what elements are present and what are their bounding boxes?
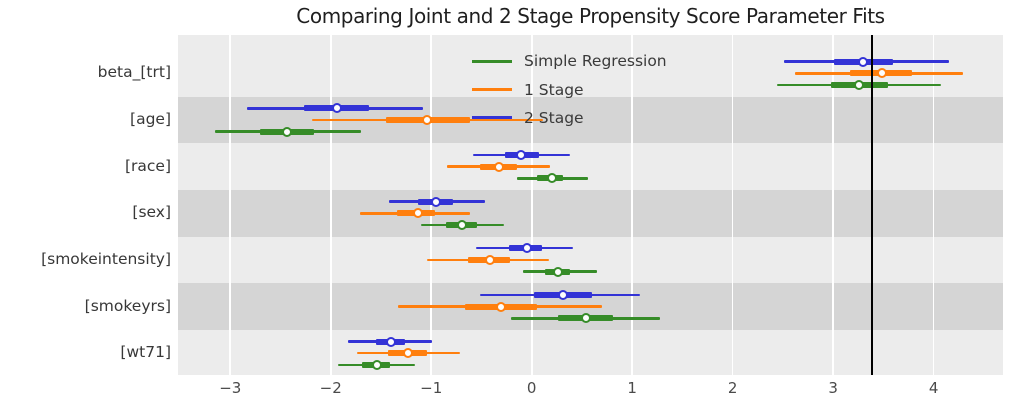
point-estimate-marker bbox=[386, 336, 397, 347]
point-estimate-marker bbox=[493, 161, 504, 172]
row-band bbox=[178, 189, 1003, 237]
legend-line-sample bbox=[472, 116, 512, 120]
y-axis-label: [smokeintensity] bbox=[41, 249, 171, 268]
y-axis-label: [sex] bbox=[132, 203, 171, 222]
y-axis-label: [smokeyrs] bbox=[84, 296, 171, 315]
point-estimate-marker bbox=[877, 68, 888, 79]
legend-label: Simple Regression bbox=[524, 52, 667, 71]
point-estimate-marker bbox=[422, 114, 433, 125]
x-axis-tick-label: −1 bbox=[420, 379, 443, 397]
reference-line bbox=[871, 35, 874, 375]
point-estimate-marker bbox=[580, 313, 591, 324]
point-estimate-marker bbox=[495, 301, 506, 312]
x-axis-tick-label: 3 bbox=[828, 379, 838, 397]
point-estimate-marker bbox=[557, 289, 568, 300]
point-estimate-marker bbox=[552, 266, 563, 277]
y-axis-label: beta_[trt] bbox=[97, 63, 171, 82]
gridline bbox=[329, 35, 332, 375]
gridline bbox=[932, 35, 935, 375]
legend-label: 1 Stage bbox=[524, 80, 584, 99]
legend-line-sample bbox=[472, 59, 512, 63]
plot-area bbox=[178, 35, 1003, 375]
gridline bbox=[832, 35, 834, 375]
point-estimate-marker bbox=[521, 243, 532, 254]
point-estimate-marker bbox=[546, 173, 557, 184]
legend-item: Simple Regression bbox=[472, 47, 667, 75]
y-axis-label: [wt71] bbox=[120, 343, 171, 362]
gridline bbox=[430, 35, 433, 375]
point-estimate-marker bbox=[281, 126, 292, 137]
gridline bbox=[731, 35, 734, 375]
x-axis-tick-label: 2 bbox=[727, 379, 738, 397]
point-estimate-marker bbox=[403, 348, 414, 359]
gridline bbox=[229, 35, 232, 375]
y-axis-label: [age] bbox=[130, 109, 171, 128]
x-axis-tick-label: −2 bbox=[319, 379, 342, 397]
point-estimate-marker bbox=[484, 254, 495, 265]
legend-item: 2 Stage bbox=[472, 104, 667, 132]
x-axis-tick-label: 4 bbox=[928, 379, 939, 397]
gridline bbox=[631, 35, 633, 375]
legend: Simple Regression 1 Stage 2 Stage bbox=[472, 47, 667, 132]
legend-item: 1 Stage bbox=[472, 75, 667, 103]
gridline bbox=[530, 35, 533, 375]
point-estimate-marker bbox=[457, 219, 468, 230]
point-estimate-marker bbox=[858, 56, 869, 67]
point-estimate-marker bbox=[331, 103, 342, 114]
point-estimate-marker bbox=[413, 208, 424, 219]
point-estimate-marker bbox=[515, 149, 526, 160]
point-estimate-marker bbox=[854, 80, 865, 90]
chart-title: Comparing Joint and 2 Stage Propensity S… bbox=[296, 4, 885, 28]
x-axis-tick-label: −3 bbox=[219, 379, 242, 397]
point-estimate-marker bbox=[431, 196, 442, 207]
legend-line-sample bbox=[472, 88, 512, 92]
y-axis-label: [race] bbox=[124, 156, 171, 175]
x-axis-tick-label: 1 bbox=[627, 379, 637, 397]
x-axis-tick-label: 0 bbox=[526, 379, 537, 397]
point-estimate-marker bbox=[371, 359, 382, 370]
legend-label: 2 Stage bbox=[524, 108, 584, 127]
